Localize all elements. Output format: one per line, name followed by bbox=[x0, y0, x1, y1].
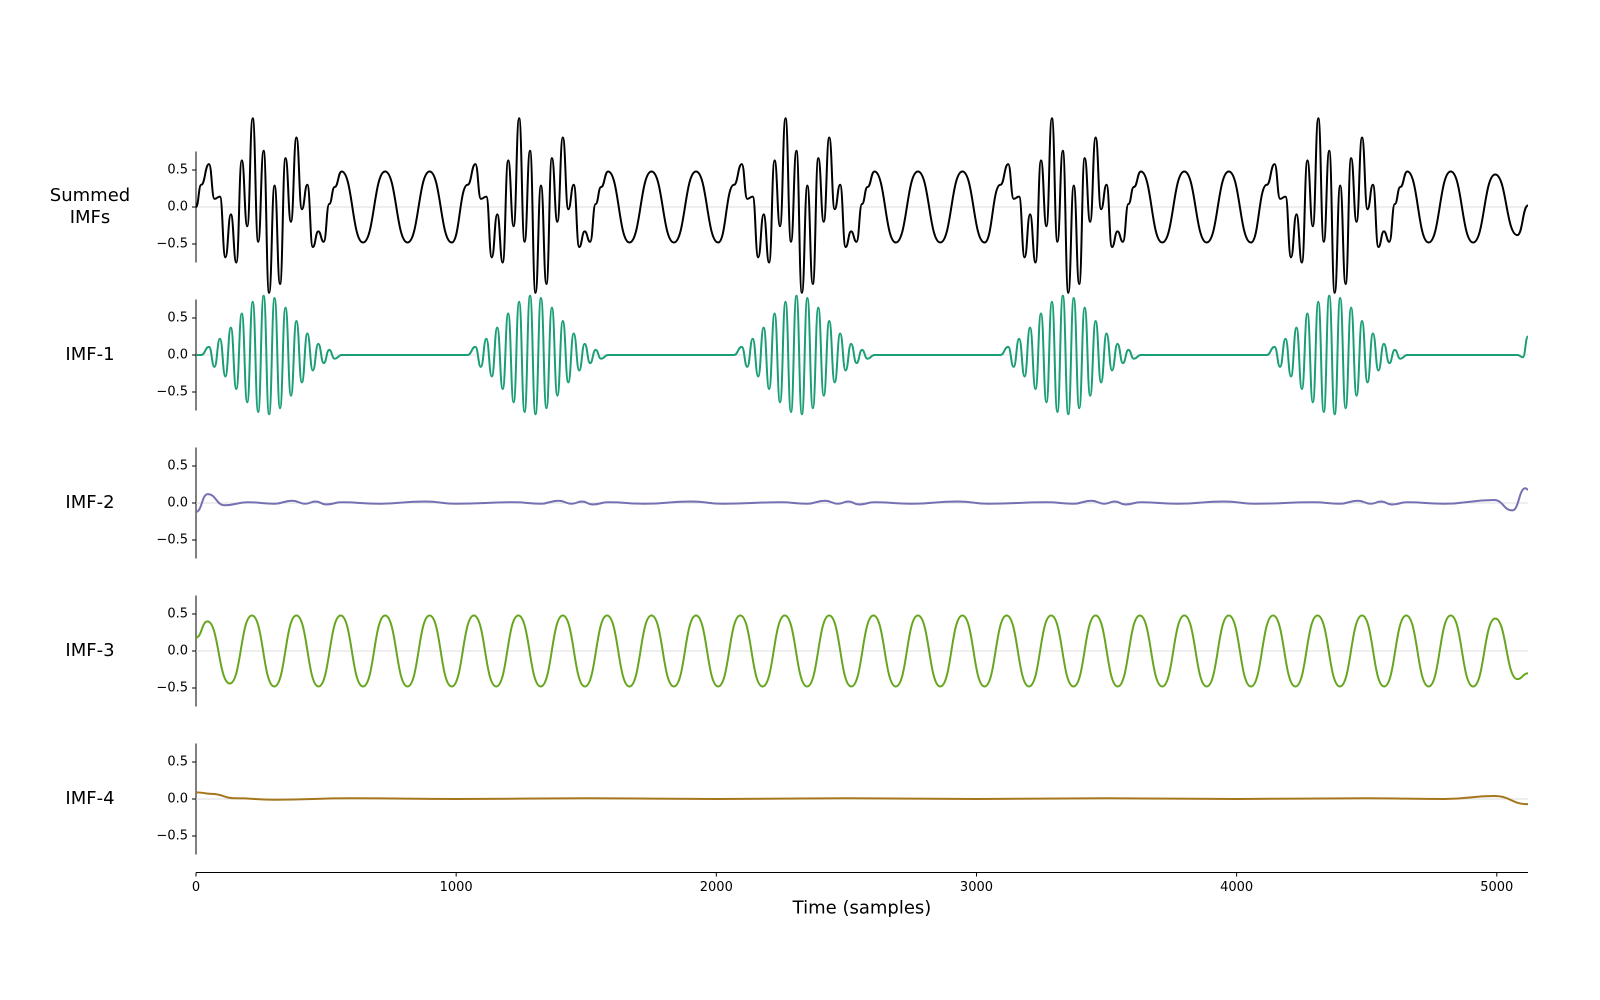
y-tick-label: −0.5 bbox=[156, 829, 188, 844]
x-tick-label: 5000 bbox=[1480, 880, 1513, 895]
x-tick-label: 0 bbox=[192, 880, 200, 895]
y-tick-label: 0.5 bbox=[167, 163, 188, 178]
y-tick-label: 0.0 bbox=[167, 348, 188, 363]
y-tick-label: 0.0 bbox=[167, 792, 188, 807]
y-tick-label: 0.0 bbox=[167, 644, 188, 659]
y-tick-label: 0.0 bbox=[167, 496, 188, 511]
x-axis-label: Time (samples) bbox=[792, 898, 932, 919]
signal-line bbox=[196, 294, 1529, 416]
x-tick-label: 4000 bbox=[1220, 880, 1253, 895]
signal-line bbox=[195, 614, 1529, 688]
y-tick-label: 0.0 bbox=[167, 200, 188, 215]
x-tick-label: 3000 bbox=[960, 880, 993, 895]
x-tick-label: 2000 bbox=[700, 880, 733, 895]
y-axis-label: IMF-4 bbox=[65, 788, 115, 809]
y-tick-label: 0.5 bbox=[167, 755, 188, 770]
y-tick-label: 0.5 bbox=[167, 607, 188, 622]
y-tick-label: −0.5 bbox=[156, 385, 188, 400]
y-tick-label: 0.5 bbox=[167, 459, 188, 474]
y-tick-label: −0.5 bbox=[156, 237, 188, 252]
signal-line bbox=[195, 487, 1529, 513]
y-axis-label: IMF-3 bbox=[65, 640, 115, 661]
x-tick-label: 1000 bbox=[440, 880, 473, 895]
y-axis-label: IMF-1 bbox=[65, 344, 115, 365]
y-axis-label: IMF-2 bbox=[65, 492, 115, 513]
signal-line bbox=[195, 117, 1529, 294]
y-axis-label: Summed IMFs bbox=[49, 185, 131, 228]
y-tick-label: 0.5 bbox=[167, 311, 188, 326]
y-tick-label: −0.5 bbox=[156, 681, 188, 696]
signal-line bbox=[195, 791, 1529, 806]
y-tick-label: −0.5 bbox=[156, 533, 188, 548]
